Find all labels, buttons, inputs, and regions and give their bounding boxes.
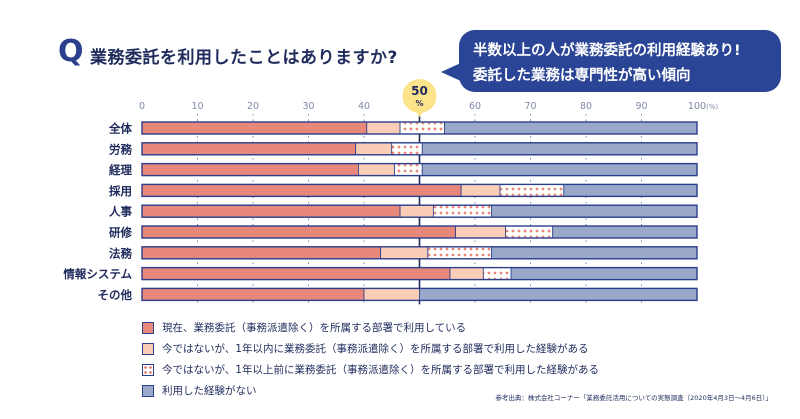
bar-frame — [141, 225, 698, 239]
category-label: その他 — [98, 288, 133, 302]
bar-segment-over1y — [391, 142, 423, 156]
bar-frame — [141, 121, 698, 135]
bar-segment-current — [141, 142, 357, 156]
legend-label-never: 利用した経験がない — [162, 385, 257, 397]
bar-segment-over1y — [482, 267, 512, 281]
bar-frame — [141, 183, 698, 198]
category-label: 労務 — [109, 142, 132, 156]
bar-frame — [141, 204, 698, 218]
bar-segment-never — [510, 267, 698, 281]
legend-label-over-1y: 今ではないが、1年以上前に業務委託（事務派遣除く）を所属する部署で利用した経験が… — [162, 364, 599, 376]
x-tick-label: 20 — [247, 101, 259, 112]
legend-swatch-current — [142, 321, 154, 334]
bar-segment-within1y — [363, 287, 420, 301]
bar-segment-within1y — [449, 267, 484, 281]
bar-frame — [141, 162, 698, 177]
q-mark: Q — [58, 34, 84, 69]
bar-segment-current — [141, 204, 401, 218]
bar-segment-current — [141, 183, 462, 197]
bar-segment-current — [141, 267, 451, 281]
legend-swatch-over-1y — [142, 363, 154, 376]
bar-segment-current — [141, 287, 365, 301]
bar-segment-current — [141, 121, 368, 135]
bar-segment-within1y — [455, 225, 506, 239]
category-label: 採用 — [109, 184, 132, 198]
bar-frame — [141, 287, 698, 302]
x-tick-label: 30 — [302, 101, 314, 112]
x-tick-label: 80 — [580, 101, 592, 112]
reference-marker-tip — [414, 110, 425, 117]
category-label: 人事 — [109, 205, 132, 219]
legend-item-over-1y: 今ではないが、1年以上前に業務委託（事務派遣除く）を所属する部署で利用した経験が… — [142, 360, 599, 379]
bubble-line-2: 委託した業務は専門性が高い傾向 — [473, 68, 691, 84]
bar-segment-never — [421, 142, 698, 156]
category-label: 経理 — [109, 163, 132, 177]
category-label: 全体 — [108, 122, 132, 136]
bar-segment-never — [444, 121, 698, 135]
bar-frame — [141, 246, 698, 260]
speech-bubble-tail — [441, 62, 463, 82]
x-tick-label: 0 — [139, 101, 145, 112]
legend: 現在、業務委託（事務派遣除く）を所属する部署で利用している 今ではないが、1年以… — [142, 318, 599, 402]
bar-segment-within1y — [380, 246, 429, 260]
source-note: 参考出典：株式会社コーナー「業務委託活用についての実態調査（2020年4月3日〜… — [495, 394, 772, 402]
bar-segment-never — [491, 246, 698, 260]
question-title: 業務委託を利用したことはありますか? — [90, 48, 398, 68]
bar-segment-over1y — [399, 121, 445, 135]
bar-segment-within1y — [460, 183, 501, 197]
bar-segment-never — [563, 183, 698, 197]
reference-marker-unit: % — [415, 99, 423, 108]
legend-swatch-never — [142, 384, 154, 397]
reference-marker-value: 50 — [411, 84, 428, 98]
bar-segment-over1y — [499, 183, 565, 197]
x-unit-label: (%) — [706, 103, 718, 111]
bar-segment-within1y — [355, 142, 393, 156]
bar-segment-never — [419, 287, 698, 301]
bar-segment-within1y — [358, 163, 395, 177]
speech-bubble: 半数以上の人が業務委託の利用経験あり! 委託した業務は専門性が高い傾向 — [459, 30, 781, 92]
x-tick-label: 10 — [191, 101, 203, 112]
bar-segment-over1y — [432, 204, 493, 218]
x-tick-label: 100 — [688, 101, 706, 112]
x-tick-label: 90 — [635, 101, 647, 112]
bar-segment-within1y — [366, 121, 401, 135]
bar-frame — [141, 142, 698, 156]
bar-segment-over1y — [394, 163, 423, 177]
x-tick-label: 40 — [358, 101, 370, 112]
legend-label-within-1y: 今ではないが、1年以内に業務委託（事務派遣除く）を所属する部署で利用した経験があ… — [162, 343, 589, 355]
reference-marker-circle — [402, 79, 437, 113]
legend-item-current: 現在、業務委託（事務派遣除く）を所属する部署で利用している — [142, 318, 599, 337]
bar-frame — [141, 266, 698, 281]
bar-segment-within1y — [399, 204, 434, 218]
legend-label-current: 現在、業務委託（事務派遣除く）を所属する部署で利用している — [162, 322, 467, 334]
category-label: 法務 — [109, 246, 132, 260]
bubble-line-1: 半数以上の人が業務委託の利用経験あり! — [473, 43, 741, 59]
bar-segment-over1y — [505, 225, 554, 239]
legend-swatch-within-1y — [142, 342, 154, 355]
legend-item-never: 利用した経験がない — [142, 381, 599, 400]
bar-segment-over1y — [427, 246, 493, 260]
legend-item-within-1y: 今ではないが、1年以内に業務委託（事務派遣除く）を所属する部署で利用した経験があ… — [142, 339, 599, 358]
category-label: 情報システム — [62, 267, 132, 281]
bar-segment-current — [141, 246, 382, 260]
bar-segment-current — [141, 163, 359, 177]
x-tick-label: 70 — [524, 101, 536, 112]
bar-segment-never — [421, 163, 698, 177]
x-tick-label: 60 — [469, 101, 481, 112]
bar-segment-current — [141, 225, 456, 239]
bar-segment-never — [491, 204, 698, 218]
bar-segment-never — [552, 225, 698, 239]
category-label: 研修 — [109, 226, 132, 240]
